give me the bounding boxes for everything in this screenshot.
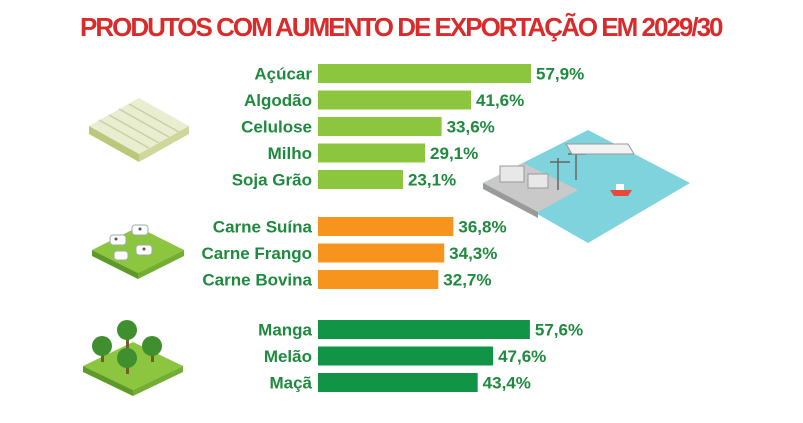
bar <box>318 64 531 83</box>
bar <box>318 117 442 136</box>
bar <box>318 270 439 289</box>
bar <box>318 373 478 392</box>
category-label: Celulose <box>241 118 312 137</box>
livestock-farm-icon <box>92 224 184 279</box>
bar <box>318 170 403 189</box>
value-label: 47,6% <box>498 347 546 366</box>
bar <box>318 346 494 366</box>
category-label: Algodão <box>244 91 312 110</box>
category-label: Açúcar <box>254 65 312 84</box>
category-label: Melão <box>264 347 312 366</box>
chart-title: PRODUTOS COM AUMENTO DE EXPORTAÇÃO EM 20… <box>80 12 724 42</box>
bar <box>318 217 454 236</box>
value-label: 34,3% <box>449 244 497 263</box>
value-label: 29,1% <box>430 144 478 163</box>
port-icon <box>483 130 690 243</box>
orchard-icon <box>83 320 183 396</box>
value-label: 23,1% <box>408 171 456 190</box>
category-label: Carne Frango <box>201 244 312 263</box>
bar <box>318 320 530 339</box>
greenhouse-icon <box>89 98 189 162</box>
category-label: Maçã <box>269 374 312 393</box>
category-label: Soja Grão <box>232 171 312 190</box>
category-label: Carne Suína <box>213 218 313 237</box>
bar <box>318 243 445 263</box>
bar <box>318 143 426 163</box>
value-label: 43,4% <box>483 374 531 393</box>
value-label: 41,6% <box>476 91 524 110</box>
value-label: 33,6% <box>447 118 495 137</box>
value-label: 57,9% <box>536 65 584 84</box>
value-label: 57,6% <box>535 321 583 340</box>
category-label: Milho <box>268 144 312 163</box>
category-label: Carne Bovina <box>202 271 312 290</box>
value-label: 32,7% <box>443 271 491 290</box>
category-label: Manga <box>258 321 312 340</box>
bar <box>318 90 471 110</box>
value-label: 36,8% <box>458 218 506 237</box>
